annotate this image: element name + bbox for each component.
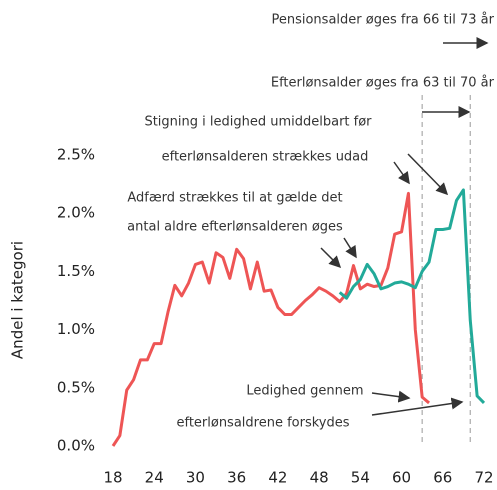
x-tick-label: 36 — [227, 469, 246, 487]
arrow — [343, 237, 357, 259]
arrow — [407, 153, 449, 196]
x-tick-label: 42 — [268, 469, 287, 487]
x-tick-label: 48 — [310, 469, 329, 487]
series-line — [111, 191, 431, 447]
annotation: Efterlønsalder øges fra 63 til 70 år — [271, 76, 495, 91]
arrows — [320, 37, 489, 416]
x-tick-label: 30 — [186, 469, 205, 487]
y-tick-label: 0.0% — [57, 437, 95, 455]
arrow — [371, 397, 464, 416]
y-tick-label: 0.5% — [57, 378, 95, 396]
x-tick-label: 54 — [351, 469, 370, 487]
annotation: antal aldre efterlønsalderen øges — [127, 220, 343, 235]
arrow — [320, 247, 342, 269]
x-tick-label: 24 — [145, 469, 164, 487]
annotation: Adfærd strækkes til at gælde det — [127, 191, 342, 206]
annotation: efterlønsaldrene forskydes — [176, 416, 349, 431]
x-tick-label: 60 — [392, 469, 411, 487]
annotation: efterlønsalderen strækkes udad — [162, 150, 369, 165]
arrow — [393, 161, 410, 185]
x-tick-label: 66 — [433, 469, 452, 487]
series-line — [338, 188, 486, 404]
annotation: Ledighed gennem — [246, 384, 363, 399]
y-tick-label: 2.0% — [57, 204, 95, 222]
arrow — [371, 390, 411, 403]
y-tick-label: 1.5% — [57, 262, 95, 280]
x-tick-label: 72 — [474, 469, 493, 487]
y-axis-label: Andel i kategori — [9, 241, 27, 359]
y-tick-label: 1.0% — [57, 320, 95, 338]
annotation: Stigning i ledighed umiddelbart før — [144, 115, 372, 130]
x-tick-label: 18 — [103, 469, 122, 487]
y-tick-label: 2.5% — [57, 146, 95, 164]
annotation: Pensionsalder øges fra 66 til 73 år — [271, 13, 494, 28]
